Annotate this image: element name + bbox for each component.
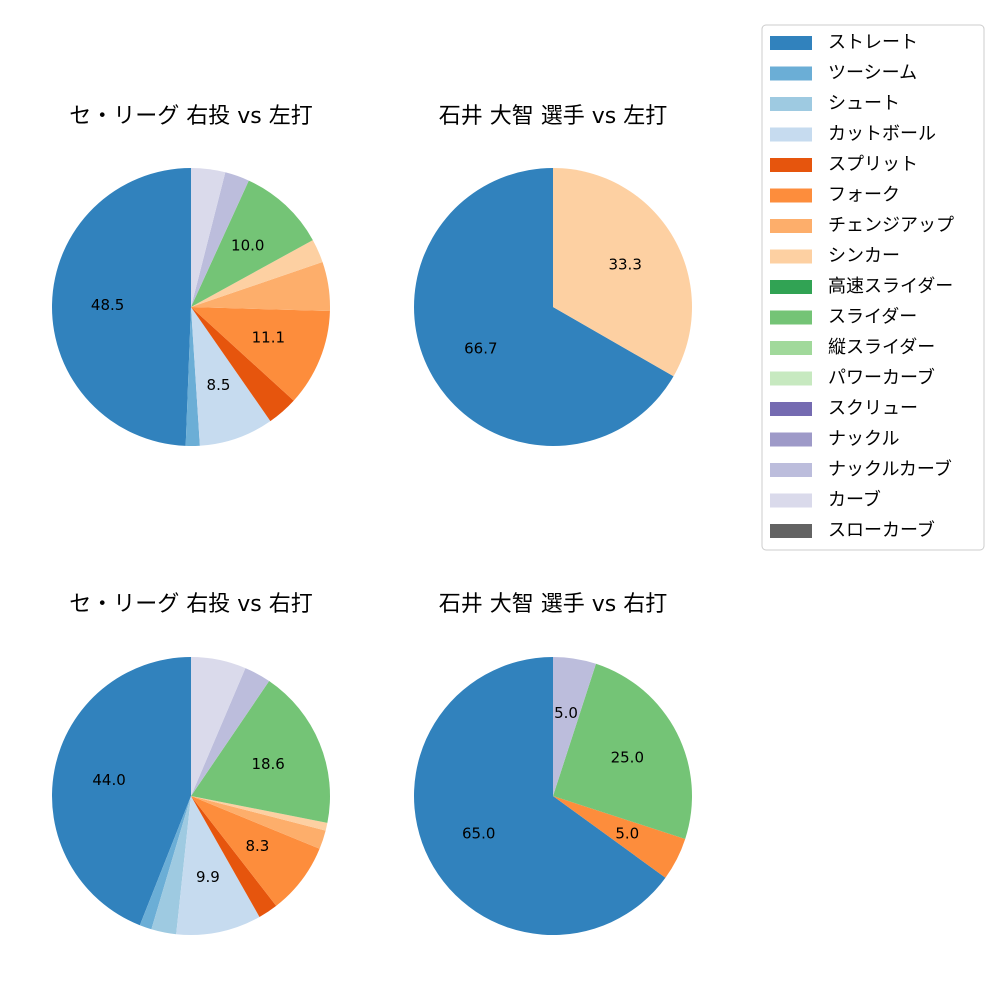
pie-slice <box>553 657 596 796</box>
slice-label: 48.5 <box>91 296 124 314</box>
legend-swatch <box>770 127 812 142</box>
pie-slice <box>191 796 326 849</box>
legend-label: ストレート <box>828 32 918 53</box>
pie-slice <box>191 180 313 307</box>
legend-swatch <box>770 188 812 203</box>
pie-slice <box>191 168 226 307</box>
pie-chart-2: 石井 大智 選手 vs 左打 66.7 33.3 <box>414 104 692 446</box>
legend-label: カーブ <box>828 489 881 511</box>
legend-swatch <box>770 432 812 447</box>
pie-slice <box>185 307 200 446</box>
slice-label: 25.0 <box>611 749 644 767</box>
legend-swatch <box>770 371 812 386</box>
legend-label: スローカーブ <box>828 519 935 541</box>
pie-slice <box>191 307 294 422</box>
legend-label: スライダー <box>828 307 917 328</box>
legend-label: フォーク <box>828 185 900 206</box>
legend-swatch <box>770 280 812 294</box>
slice-label: 8.5 <box>207 376 231 394</box>
legend-label: パワーカーブ <box>828 367 935 389</box>
pie-slice <box>139 796 191 930</box>
chart-title: セ・リーグ 右投 vs 右打 <box>69 592 312 617</box>
slice-label: 44.0 <box>92 771 125 789</box>
pie-slice <box>151 796 191 935</box>
pie-slice <box>176 796 260 935</box>
legend-label: ナックル <box>828 429 899 450</box>
pie-slice <box>414 657 666 936</box>
slice-label: 65.0 <box>462 824 495 842</box>
legend-swatch <box>770 97 812 111</box>
pie-slice <box>191 262 330 312</box>
slice-label: 66.7 <box>464 339 497 357</box>
slice-label: 18.6 <box>251 755 284 773</box>
slice-label: 11.1 <box>252 329 285 347</box>
legend-label: 高速スライダー <box>828 276 953 297</box>
pie-slice <box>191 172 249 307</box>
legend-swatch <box>770 524 812 538</box>
legend-label: ナックルカーブ <box>828 458 952 480</box>
pie-slice <box>553 796 686 878</box>
legend-label: チェンジアップ <box>828 215 954 236</box>
pie-slice <box>553 663 692 839</box>
pie-slice <box>191 796 320 906</box>
legend-label: スプリット <box>828 154 918 175</box>
legend-swatch <box>770 219 812 233</box>
pie-chart-3: セ・リーグ 右投 vs 右打 44.0 9.9 8.3 18.6 <box>51 592 330 935</box>
legend-swatch <box>770 463 812 477</box>
legend-frame <box>761 24 985 551</box>
slice-label: 8.3 <box>245 837 269 855</box>
legend-swatch <box>770 310 812 325</box>
slice-label: 33.3 <box>608 256 641 274</box>
legend-swatch <box>770 158 812 172</box>
pie-chart-1: セ・リーグ 右投 vs 左打 48.5 8.5 11.1 10.0 <box>51 104 330 446</box>
slice-label: 5.0 <box>554 704 578 722</box>
pie-slice <box>51 168 192 446</box>
legend-label: 縦スライダー <box>828 337 935 358</box>
slice-label: 5.0 <box>615 824 639 842</box>
chart-title: セ・リーグ 右投 vs 左打 <box>69 104 312 129</box>
legend-swatch <box>770 493 812 508</box>
legend-label: シュート <box>828 93 900 114</box>
pie-slice <box>191 240 323 307</box>
pie-chart-4: 石井 大智 選手 vs 右打 65.0 5.0 25.0 5.0 <box>414 592 692 936</box>
legend-label: ツーシーム <box>828 63 917 84</box>
legend-swatch <box>770 249 812 264</box>
legend-swatch <box>770 66 812 81</box>
pie-slice <box>553 168 692 377</box>
pie-slice <box>191 681 330 823</box>
pie-slice <box>191 668 270 796</box>
legend-label: シンカー <box>828 246 900 267</box>
legend-label: スクリュー <box>828 398 918 419</box>
chart-title: 石井 大智 選手 vs 右打 <box>439 592 667 617</box>
legend-swatch <box>770 341 812 355</box>
legend-swatch <box>770 36 812 50</box>
pie-slice <box>191 796 328 831</box>
pie-slice <box>51 657 191 926</box>
pie-slice <box>191 657 246 796</box>
legend: ストレートツーシームシュートカットボールスプリットフォークチェンジアップシンカー… <box>761 24 985 551</box>
pie-slice <box>191 796 277 917</box>
chart-title: 石井 大智 選手 vs 左打 <box>439 104 667 129</box>
pie-slice <box>191 307 271 446</box>
slice-label: 10.0 <box>231 236 264 254</box>
pie-slice <box>191 307 330 401</box>
legend-swatch <box>770 402 812 416</box>
legend-label: カットボール <box>828 124 936 145</box>
slice-label: 9.9 <box>196 868 220 886</box>
pie-slice <box>414 168 674 446</box>
